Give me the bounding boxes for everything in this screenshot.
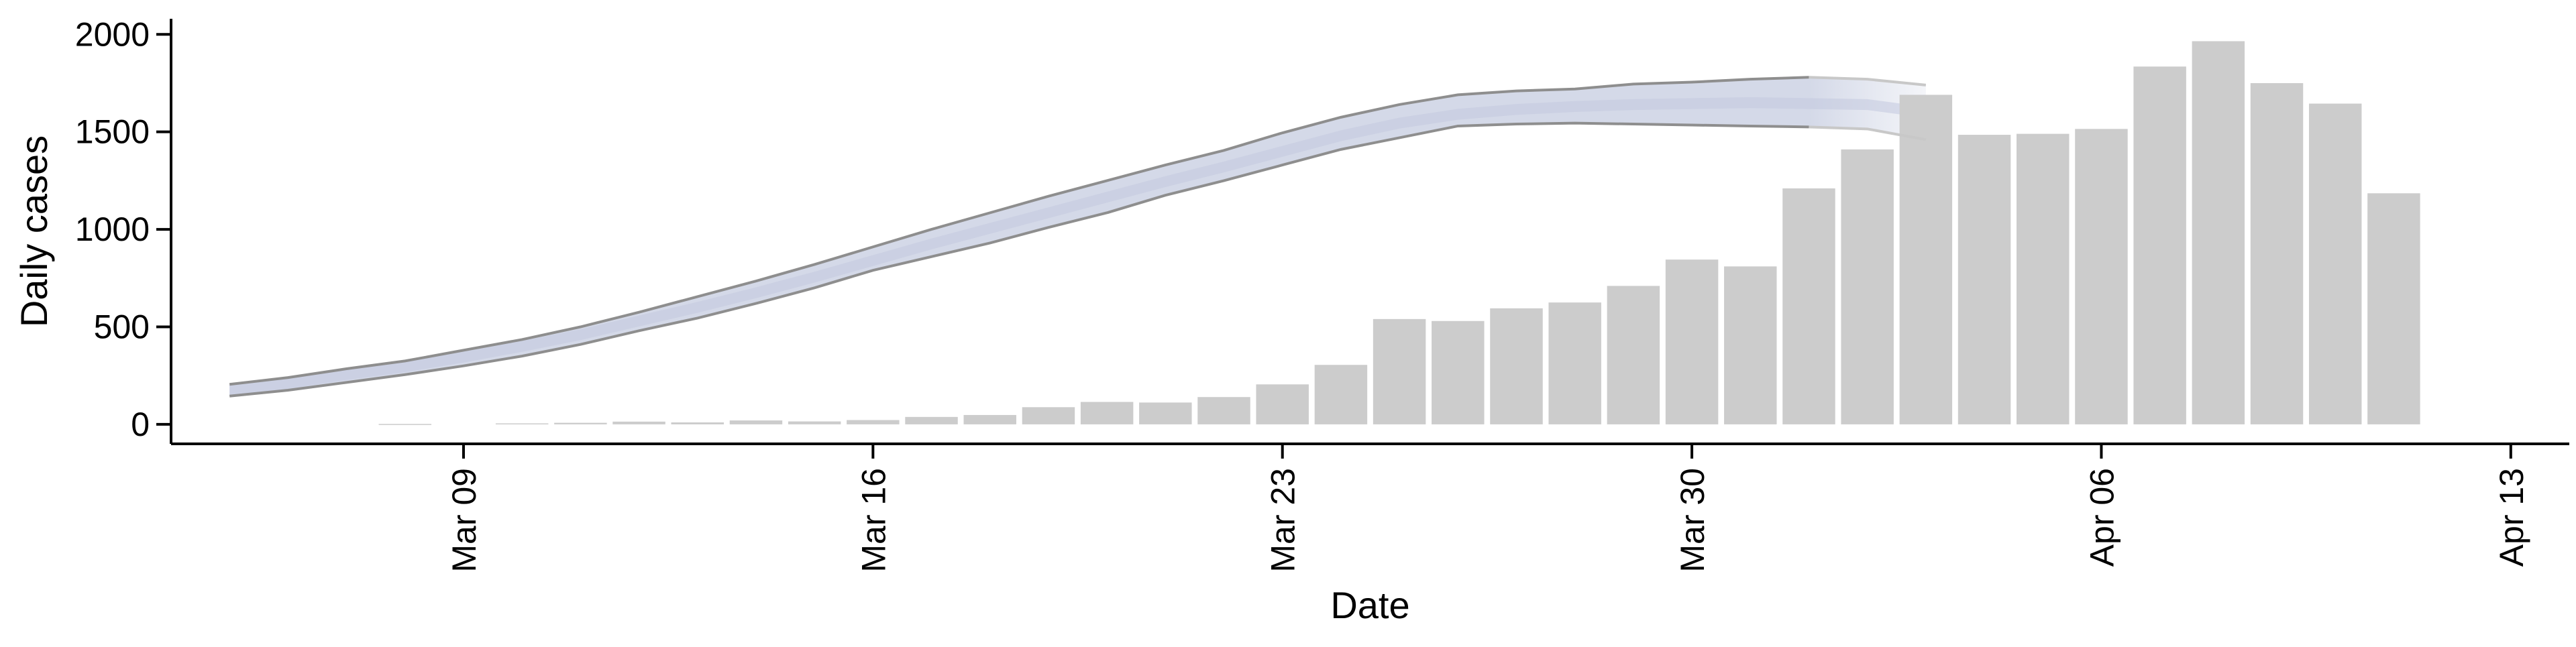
bars-layer	[378, 41, 2420, 425]
bar	[2367, 193, 2420, 424]
estimate-upper-line	[229, 76, 1809, 386]
bar	[1022, 407, 1075, 424]
bar	[1899, 95, 1953, 424]
bar	[2133, 66, 2186, 424]
x-tick-label: Mar 09	[445, 468, 483, 573]
y-axis-title: Daily cases	[13, 135, 55, 327]
bar	[1432, 320, 1485, 424]
bar	[2308, 103, 2362, 424]
bar	[1314, 365, 1368, 424]
bar	[495, 423, 549, 424]
estimate-lower-line	[229, 121, 1809, 398]
bar	[729, 420, 783, 424]
bar	[1607, 286, 1660, 424]
x-tick-label: Mar 30	[1674, 468, 1711, 573]
estimate-lower-line-faded	[1809, 125, 1927, 141]
x-ticks-layer: Mar 09 Mar 16 Mar 23 Mar 30 Apr 06 Apr 13	[445, 444, 2530, 573]
bar	[378, 424, 432, 425]
estimate-lines-layer	[229, 76, 1927, 398]
bar	[1665, 259, 1719, 424]
bar	[1782, 188, 1835, 424]
y-tick-label: 0	[131, 406, 150, 443]
estimate-upper-line-faded	[1809, 76, 1927, 86]
x-tick-label: Apr 06	[2083, 468, 2121, 567]
bar	[1957, 135, 2011, 424]
axes-layer	[170, 19, 2569, 445]
bar	[612, 421, 665, 424]
y-ticks-layer: 0 500 1000 1500 2000	[75, 15, 171, 443]
bar	[1490, 308, 1543, 424]
bar	[1139, 402, 1192, 424]
y-tick-label: 500	[94, 308, 150, 346]
x-tick-label: Mar 23	[1265, 468, 1302, 573]
x-axis-title: Date	[1330, 584, 1409, 626]
y-tick-label: 1000	[75, 211, 150, 248]
bar	[1548, 302, 1601, 424]
y-tick-label: 1500	[75, 113, 150, 151]
bar	[1724, 266, 1777, 424]
bar	[671, 422, 724, 424]
bar	[2192, 41, 2245, 424]
bar	[554, 422, 607, 424]
bar	[2075, 129, 2128, 424]
y-tick-label: 2000	[75, 15, 150, 53]
bar	[1373, 318, 1426, 424]
bar	[1080, 402, 1134, 424]
bar	[1841, 149, 1894, 424]
bar	[2250, 82, 2304, 424]
bar	[1197, 397, 1250, 424]
x-tick-label: Apr 13	[2493, 468, 2530, 567]
x-tick-label: Mar 16	[855, 468, 892, 573]
bar	[905, 416, 958, 424]
bar	[2017, 133, 2070, 424]
estimate-inner-band	[229, 97, 1926, 396]
bar	[963, 414, 1016, 424]
bar	[1256, 384, 1309, 424]
bar	[847, 420, 900, 424]
estimate-band-layer	[229, 77, 1926, 396]
bar	[788, 421, 841, 424]
